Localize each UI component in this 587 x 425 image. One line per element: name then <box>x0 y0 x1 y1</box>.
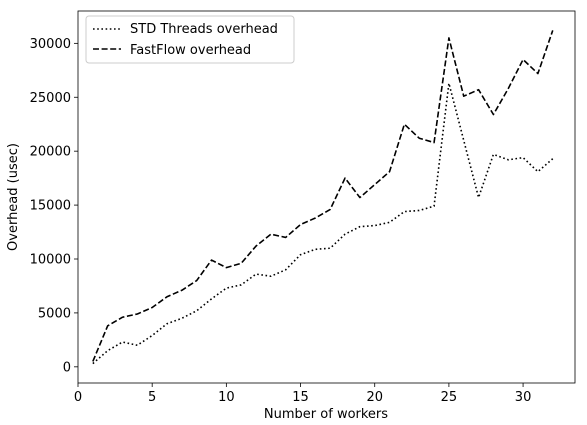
x-tick-label-15: 15 <box>292 390 309 405</box>
x-tick-label-30: 30 <box>515 390 532 405</box>
y-tick-label-30000: 30000 <box>30 37 71 52</box>
series-line-0 <box>92 82 554 365</box>
x-tick-label-25: 25 <box>441 390 458 405</box>
legend-box <box>85 15 295 64</box>
y-tick-label-10000: 10000 <box>30 253 71 268</box>
x-tick-label-5: 5 <box>148 390 156 405</box>
y-tick-label-15000: 15000 <box>30 199 71 214</box>
legend-label-std-threads: STD Threads overhead <box>130 22 278 37</box>
legend: STD Threads overhead FastFlow overhead <box>85 15 295 64</box>
legend-label-fastflow: FastFlow overhead <box>130 43 251 58</box>
y-tick-label-20000: 20000 <box>30 145 71 160</box>
y-tick-label-0: 0 <box>63 360 71 375</box>
series-lines <box>92 30 554 365</box>
series-line-1 <box>92 30 554 362</box>
x-tick-label-10: 10 <box>218 390 235 405</box>
x-axis: 0 5 10 15 20 25 30 <box>74 383 531 405</box>
y-tick-label-25000: 25000 <box>30 91 71 106</box>
plot-area <box>77 10 576 384</box>
x-tick-label-20: 20 <box>366 390 383 405</box>
y-axis: 0 5000 10000 15000 20000 25000 30000 <box>30 37 78 375</box>
y-axis-label: Overhead (usec) <box>6 143 21 251</box>
x-tick-label-0: 0 <box>74 390 82 405</box>
x-axis-label: Number of workers <box>264 407 388 422</box>
y-tick-label-5000: 5000 <box>38 306 71 321</box>
